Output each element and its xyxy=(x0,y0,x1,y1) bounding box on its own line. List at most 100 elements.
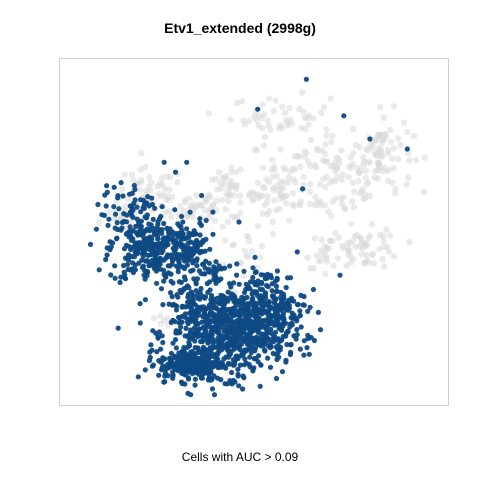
highlighted-cell-point xyxy=(280,313,286,319)
highlighted-cell-point xyxy=(259,287,265,293)
background-cell-point xyxy=(345,250,352,258)
highlighted-cell-point xyxy=(188,392,194,398)
highlighted-cell-point xyxy=(188,327,194,333)
highlighted-cell-point xyxy=(165,263,171,269)
highlighted-cell-point xyxy=(179,252,185,258)
background-cell-point xyxy=(273,172,280,179)
highlighted-cell-point xyxy=(121,246,128,252)
highlighted-cell-point xyxy=(104,252,110,258)
highlighted-cell-point xyxy=(137,227,143,233)
background-cell-point xyxy=(167,173,174,180)
background-cell-point xyxy=(317,198,324,205)
highlighted-cell-point xyxy=(208,296,214,302)
background-cell-point xyxy=(254,264,262,271)
background-cell-point xyxy=(387,126,394,134)
background-cell-point xyxy=(161,317,168,324)
highlighted-cell-point xyxy=(241,268,247,274)
highlighted-cell-point xyxy=(188,289,194,295)
highlighted-cell-point xyxy=(172,319,178,325)
highlighted-cell-point xyxy=(275,342,281,348)
highlighted-cell-point xyxy=(150,216,156,222)
highlighted-cell-point xyxy=(135,374,141,380)
highlighted-cell-point xyxy=(204,351,210,358)
background-cell-point xyxy=(300,173,307,181)
background-cell-point xyxy=(307,162,314,170)
highlighted-cell-point xyxy=(243,348,249,354)
highlighted-cell-point xyxy=(176,258,182,264)
highlighted-cell-point xyxy=(159,333,165,339)
highlighted-cell-point xyxy=(144,268,150,275)
background-cell-point xyxy=(248,248,255,255)
background-cell-point xyxy=(128,171,136,178)
highlighted-cell-point xyxy=(124,212,130,218)
background-cell-point xyxy=(196,201,203,208)
highlighted-cell-point xyxy=(189,299,196,305)
highlighted-cell-point xyxy=(254,282,260,288)
highlighted-cell-point xyxy=(200,371,206,377)
highlighted-cell-point xyxy=(178,224,184,230)
highlighted-cell-point xyxy=(254,306,260,312)
highlighted-cell-point xyxy=(244,336,250,342)
highlighted-cell-point xyxy=(161,159,167,165)
background-cell-point xyxy=(404,150,412,157)
highlighted-cell-point xyxy=(236,302,242,308)
highlighted-cell-point xyxy=(198,222,204,228)
highlighted-cell-point xyxy=(270,339,277,345)
background-cell-point xyxy=(96,219,103,226)
highlighted-cell-point xyxy=(287,321,294,327)
highlighted-cell-point xyxy=(122,272,128,278)
background-cell-point xyxy=(277,178,284,185)
highlighted-cell-point xyxy=(236,219,242,225)
background-cell-point xyxy=(271,163,278,170)
highlighted-cell-point xyxy=(235,366,241,372)
highlighted-cell-point xyxy=(256,294,262,300)
background-cell-point xyxy=(228,164,235,171)
highlighted-cell-point xyxy=(307,304,313,310)
highlighted-cell-point xyxy=(165,254,171,260)
highlighted-cell-point xyxy=(243,281,249,287)
highlighted-cell-point xyxy=(294,249,300,255)
highlighted-cell-point xyxy=(168,359,174,365)
highlighted-cell-point xyxy=(259,280,265,287)
highlighted-cell-point xyxy=(145,237,151,244)
highlighted-cell-point xyxy=(188,268,194,274)
highlighted-cell-point xyxy=(181,370,187,376)
highlighted-cell-point xyxy=(162,379,168,385)
highlighted-cell-point xyxy=(191,357,197,363)
highlighted-cell-point xyxy=(142,367,148,373)
highlighted-cell-point xyxy=(227,342,233,348)
background-cell-point xyxy=(269,218,276,225)
highlighted-cell-point xyxy=(143,258,149,264)
highlighted-cell-point xyxy=(215,365,221,371)
highlighted-cell-point xyxy=(179,213,185,219)
highlighted-cell-point xyxy=(203,347,209,353)
highlighted-cell-point xyxy=(148,222,154,228)
highlighted-cell-point xyxy=(263,302,269,308)
highlighted-cell-point xyxy=(206,338,212,344)
highlighted-cell-point xyxy=(287,351,293,358)
highlighted-cell-point xyxy=(156,358,162,364)
highlighted-cell-point xyxy=(275,350,281,356)
background-cell-point xyxy=(351,233,359,240)
highlighted-cell-point xyxy=(227,263,233,269)
background-cell-point xyxy=(222,237,229,244)
highlighted-cell-point xyxy=(267,321,273,327)
background-cell-point xyxy=(214,186,221,193)
background-cell-point xyxy=(272,97,279,104)
highlighted-cell-point xyxy=(207,287,213,293)
highlighted-cell-point xyxy=(317,327,324,333)
highlighted-cell-point xyxy=(136,245,142,251)
background-cell-point xyxy=(300,108,307,115)
background-cell-point xyxy=(327,95,334,102)
highlighted-cell-point xyxy=(253,356,259,362)
highlighted-cell-point xyxy=(301,293,307,300)
highlighted-cell-point xyxy=(180,219,186,225)
highlighted-cell-point xyxy=(166,301,172,307)
highlighted-cell-point xyxy=(257,383,263,389)
highlighted-cell-point xyxy=(211,353,217,359)
background-cell-point xyxy=(349,179,356,186)
background-cell-point xyxy=(307,200,314,207)
background-cell-point xyxy=(310,115,317,122)
highlighted-cell-point xyxy=(182,311,188,317)
background-cell-point xyxy=(106,209,113,216)
